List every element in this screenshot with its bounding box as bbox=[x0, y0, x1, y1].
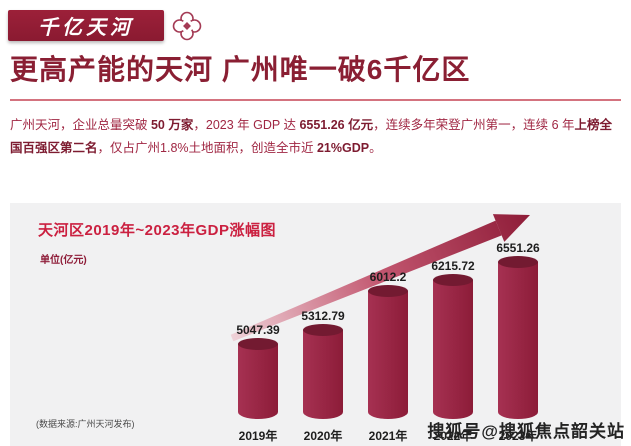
bar-category-label: 2019年 bbox=[238, 429, 278, 443]
intro-text: 。 bbox=[369, 141, 382, 156]
intro-text: ，2023 年 GDP 达 bbox=[193, 118, 300, 133]
bar-value-label: 6551.26 bbox=[496, 241, 540, 255]
chart-title: 天河区2019年~2023年GDP涨幅图 bbox=[38, 222, 277, 239]
bar-value-label: 5312.79 bbox=[301, 309, 345, 323]
intro-bold-text: 21%GDP bbox=[316, 141, 370, 156]
intro-text: 广州天河，企业总量突破 bbox=[10, 118, 151, 133]
ribbon-label: 千亿天河 bbox=[38, 15, 134, 39]
gdp-bar bbox=[303, 324, 343, 419]
bar-value-label: 6012.2 bbox=[369, 270, 407, 284]
bar-category-label: 2021年 bbox=[368, 429, 408, 443]
bar-value-label: 5047.39 bbox=[236, 323, 280, 337]
gdp-bar bbox=[368, 285, 408, 419]
bar-category-label: 2020年 bbox=[303, 429, 343, 443]
bar-category-label: 2023年 bbox=[498, 429, 538, 443]
bar-group: 6551.26 2023年 bbox=[496, 241, 540, 444]
bar-category-label: 2022年 bbox=[433, 429, 473, 443]
page-title: 更高产能的天河 广州唯一破6千亿区 bbox=[10, 54, 621, 102]
bar-chart: 5047.39 2019年 5312.79 2020年 6012.2 2021年 6215.… bbox=[236, 241, 540, 444]
gdp-chart-panel: 天河区2019年~2023年GDP涨幅图 单位(亿元) 5047.39 2019年… bbox=[10, 203, 621, 446]
intro-text: ，连续多年荣登广州第一，连续 6 年 bbox=[373, 118, 575, 133]
intro-bold-text: 上榜全国百强区第二名 bbox=[10, 118, 613, 156]
ribbon-banner: 千亿天河 bbox=[8, 10, 164, 41]
gdp-bar bbox=[238, 338, 278, 419]
gdp-bar bbox=[498, 256, 538, 419]
gdp-bar bbox=[433, 274, 473, 419]
watermark: 搜狐号@搜狐焦点韶关站 bbox=[427, 422, 625, 441]
intro-bold-text: 6551.26 亿元 bbox=[299, 118, 374, 133]
bar-group: 5312.79 2020年 bbox=[301, 309, 345, 444]
bar-value-label: 6215.72 bbox=[431, 259, 475, 273]
intro-text: ，仅占广州1.8%土地面积，创造全市近 bbox=[97, 141, 317, 156]
bar-group: 6012.2 2021年 bbox=[368, 270, 408, 444]
flower-icon bbox=[172, 11, 202, 41]
chart-unit-label: 单位(亿元) bbox=[40, 255, 87, 266]
intro-paragraph: 广州天河，企业总量突破 50 万家，2023 年 GDP 达 6551.26 亿… bbox=[10, 114, 621, 160]
header-banner-row: 千亿天河 bbox=[0, 0, 631, 41]
intro-bold-text: 50 万家 bbox=[150, 118, 194, 133]
data-source-note: (数据来源:广州天河发布) bbox=[36, 419, 135, 429]
bar-group: 5047.39 2019年 bbox=[236, 323, 280, 444]
